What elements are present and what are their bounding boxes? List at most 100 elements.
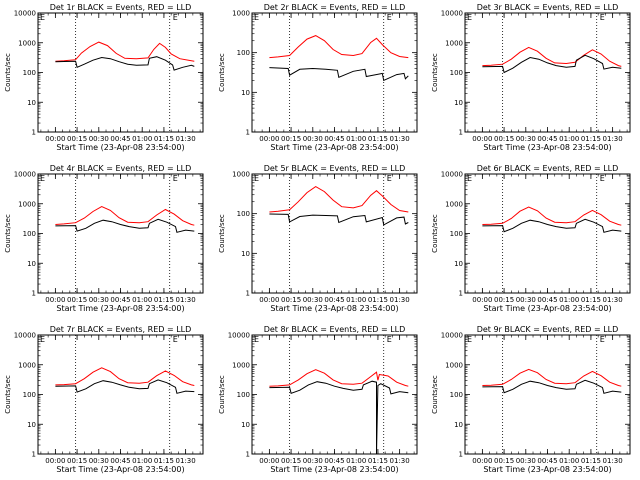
x-tick-label: 01:00 [132, 457, 152, 465]
x-tick-label: 01:00 [346, 457, 366, 465]
x-tick-label: 00:45 [324, 296, 344, 304]
y-tick-label: 10000 [14, 332, 36, 340]
marker-label: E [387, 174, 392, 183]
x-tick-label: 00:00 [259, 457, 279, 465]
x-tick-label: 00:00 [472, 457, 492, 465]
x-tick-label: 00:00 [259, 135, 279, 143]
chart-title: Det 9r BLACK = Events, RED = LLD [477, 325, 619, 334]
plot-frame [464, 173, 631, 294]
x-tick-label: 00:00 [472, 296, 492, 304]
chart-panel-1: Det 1r BLACK = Events, RED = LLDEE110100… [4, 3, 204, 152]
y-axis-label: Counts/sec [4, 375, 12, 414]
marker-label: E [254, 13, 259, 22]
marker-label: E [467, 13, 472, 22]
marker-label: E [600, 335, 605, 344]
x-axis-label: Start Time (23-Apr-08 23:54:00) [483, 304, 611, 313]
y-tick-label: 100 [450, 69, 463, 77]
y-tick-label: 10000 [14, 10, 36, 18]
series-line-events [482, 54, 622, 74]
y-tick-label: 10 [454, 421, 463, 429]
y-axis-label: Counts/sec [4, 53, 12, 92]
x-tick-label: 01:30 [176, 135, 196, 143]
plot-frame [251, 12, 418, 133]
series-line-lld [482, 368, 622, 387]
y-tick-label: 10 [27, 260, 36, 268]
x-tick-label: 00:45 [110, 457, 130, 465]
series-line-events [55, 56, 195, 71]
series-line-events [269, 67, 409, 82]
x-axis-label: Start Time (23-Apr-08 23:54:00) [270, 143, 398, 152]
y-axis-label: Counts/sec [431, 53, 439, 92]
marker-label: E [40, 13, 45, 22]
plot-frame [37, 334, 204, 455]
marker-label: E [600, 13, 605, 22]
chart-title: Det 5r BLACK = Events, RED = LLD [264, 164, 406, 173]
y-tick-label: 100 [450, 391, 463, 399]
x-tick-label: 00:30 [303, 135, 323, 143]
series-line-lld [55, 367, 195, 386]
series-line-lld [269, 35, 409, 59]
x-tick-label: 00:45 [537, 135, 557, 143]
y-axis-label: Counts/sec [218, 214, 226, 253]
y-tick-label: 1 [32, 129, 36, 137]
y-tick-label: 1 [246, 290, 250, 298]
y-tick-label: 1 [246, 129, 250, 137]
x-axis-label: Start Time (23-Apr-08 23:54:00) [56, 465, 184, 474]
x-axis-label: Start Time (23-Apr-08 23:54:00) [56, 304, 184, 313]
plot-frame [37, 173, 204, 294]
series-line-lld [269, 186, 409, 213]
x-tick-label: 01:30 [390, 457, 410, 465]
x-tick-label: 01:00 [559, 135, 579, 143]
x-tick-label: 00:45 [537, 296, 557, 304]
plot-frame [251, 334, 418, 455]
y-tick-label: 10 [27, 99, 36, 107]
x-tick-label: 00:15 [281, 296, 301, 304]
y-axis-label: Counts/sec [218, 53, 226, 92]
y-tick-label: 1 [459, 290, 463, 298]
y-tick-label: 100 [237, 49, 250, 57]
y-tick-label: 1 [246, 451, 250, 459]
x-tick-label: 00:15 [67, 135, 87, 143]
x-axis-label: Start Time (23-Apr-08 23:54:00) [483, 143, 611, 152]
marker-label: E [173, 174, 178, 183]
x-tick-label: 00:00 [45, 457, 65, 465]
series-line-lld [482, 206, 622, 226]
x-tick-label: 01:15 [581, 457, 601, 465]
x-tick-label: 01:00 [346, 135, 366, 143]
chart-panel-4: Det 4r BLACK = Events, RED = LLDEE110100… [4, 164, 204, 313]
x-tick-label: 00:30 [89, 296, 109, 304]
y-tick-label: 1 [459, 129, 463, 137]
marker-label: E [467, 335, 472, 344]
marker-label: E [387, 13, 392, 22]
series-line-events [482, 218, 622, 233]
y-tick-label: 10000 [441, 10, 463, 18]
marker-label: E [600, 174, 605, 183]
x-tick-label: 01:30 [603, 296, 623, 304]
y-tick-label: 1 [459, 451, 463, 459]
x-tick-label: 00:30 [516, 457, 536, 465]
x-tick-label: 00:30 [89, 457, 109, 465]
series-line-events [269, 380, 409, 455]
chart-panel-2: Det 2r BLACK = Events, RED = LLDEE110100… [218, 3, 418, 152]
x-tick-label: 01:30 [390, 135, 410, 143]
y-tick-label: 1000 [18, 200, 36, 208]
x-tick-label: 00:45 [110, 296, 130, 304]
x-tick-label: 00:15 [67, 296, 87, 304]
plot-frame [464, 12, 631, 133]
x-tick-label: 01:30 [176, 457, 196, 465]
marker-label: E [467, 174, 472, 183]
y-tick-label: 10000 [441, 171, 463, 179]
x-tick-label: 01:15 [581, 135, 601, 143]
x-tick-label: 01:15 [368, 135, 388, 143]
x-tick-label: 00:00 [45, 135, 65, 143]
x-tick-label: 00:45 [324, 457, 344, 465]
x-tick-label: 01:30 [390, 296, 410, 304]
series-line-events [55, 379, 195, 394]
y-tick-label: 100 [237, 210, 250, 218]
x-tick-label: 01:15 [154, 296, 174, 304]
x-tick-label: 01:00 [559, 457, 579, 465]
plot-frame [37, 12, 204, 133]
plot-frame [464, 334, 631, 455]
x-tick-label: 00:15 [281, 135, 301, 143]
